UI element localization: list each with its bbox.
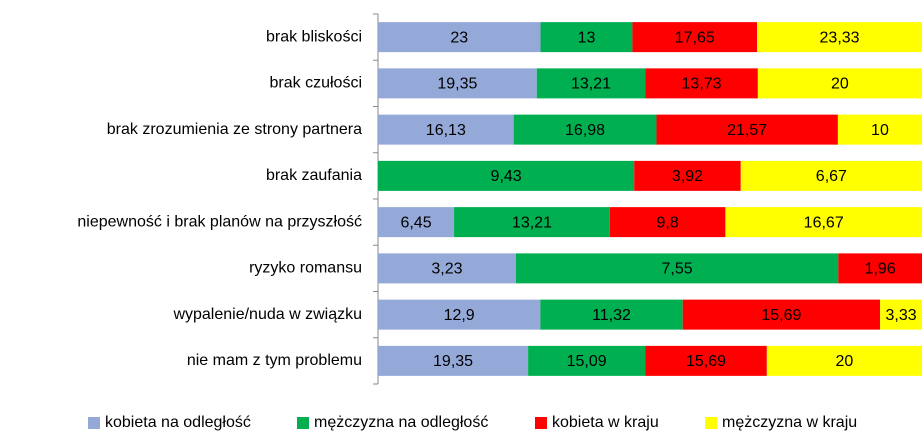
data-label: 17,65 (675, 29, 715, 46)
legend-label: kobieta w kraju (552, 414, 659, 431)
y-tick-label: brak czułości (270, 75, 362, 92)
bar-segment (378, 22, 541, 53)
bar-segment (378, 345, 529, 376)
data-label: 12,9 (444, 307, 475, 324)
bar-segment (682, 299, 881, 330)
data-label: 6,45 (400, 214, 431, 231)
data-label: 16,13 (426, 122, 466, 139)
bar-segment (540, 22, 633, 53)
y-tick-label: ryzyko romansu (249, 260, 362, 277)
bar-segment (536, 68, 646, 99)
legend-swatch (297, 417, 309, 429)
bar-segment (766, 345, 922, 376)
data-label: 16,98 (565, 122, 605, 139)
bar-segment (378, 114, 514, 145)
data-label: 9,43 (491, 168, 522, 185)
data-label: 3,92 (672, 168, 703, 185)
data-label: 20 (836, 353, 854, 370)
bar-segment (837, 114, 922, 145)
data-label: 20 (831, 76, 849, 93)
bar-segment (378, 299, 541, 330)
data-label: 16,67 (804, 214, 844, 231)
legend-label: mężczyzna na odległość (314, 414, 488, 431)
y-tick-label: brak zrozumienia ze strony partnera (107, 121, 362, 138)
bar-segment (725, 207, 922, 238)
bar-segment (454, 207, 610, 238)
data-label: 3,23 (431, 261, 462, 278)
bar-segment (645, 345, 767, 376)
y-tick-label: brak bliskości (266, 28, 362, 45)
data-label: 13,21 (571, 76, 611, 93)
data-label: 15,09 (567, 353, 607, 370)
bar-segment (656, 114, 838, 145)
bar-segment (378, 160, 635, 191)
data-label: 3,33 (885, 307, 916, 324)
data-label: 15,69 (761, 307, 801, 324)
data-label: 23 (450, 29, 468, 46)
bar-segment (757, 68, 922, 99)
data-label: 23,33 (820, 29, 860, 46)
data-label: 1,96 (865, 261, 896, 278)
bar-segment (540, 299, 683, 330)
data-label: 11,32 (592, 307, 631, 324)
bar-segment (378, 207, 455, 238)
legend-swatch (705, 417, 717, 429)
bar-segment (515, 253, 839, 284)
data-label: 6,67 (816, 168, 847, 185)
data-label: 19,35 (433, 353, 473, 370)
bar-segment (838, 253, 922, 284)
data-label: 15,69 (686, 353, 726, 370)
legend-label: kobieta na odległość (105, 414, 251, 431)
bar-segment (740, 160, 922, 191)
bar-segment (378, 253, 516, 284)
bar-segment (609, 207, 726, 238)
bar-segment (634, 160, 741, 191)
data-label: 7,55 (662, 261, 693, 278)
bar-segment (632, 22, 758, 53)
y-tick-label: wypalenie/nuda w związku (172, 306, 362, 323)
bar-segment (513, 114, 657, 145)
data-label: 10 (871, 122, 889, 139)
y-tick-label: niepewność i brak planów na przyszłość (77, 213, 362, 230)
legend-swatch (535, 417, 547, 429)
bar-segment (528, 345, 646, 376)
bar-segment (378, 68, 537, 99)
bar-segment (645, 68, 758, 99)
y-tick-label: brak zaufania (266, 167, 362, 184)
legend-label: mężczyzna w kraju (722, 414, 857, 431)
data-label: 13,73 (682, 76, 722, 93)
y-tick-label: nie mam z tym problemu (187, 352, 362, 369)
bar-segment (880, 299, 922, 330)
bar-segment (757, 22, 922, 53)
data-label: 21,57 (727, 122, 767, 139)
legend-swatch (88, 417, 100, 429)
data-label: 13,21 (512, 214, 552, 231)
data-label: 19,35 (437, 76, 477, 93)
data-label: 13 (578, 29, 596, 46)
data-label: 9,8 (657, 214, 679, 231)
